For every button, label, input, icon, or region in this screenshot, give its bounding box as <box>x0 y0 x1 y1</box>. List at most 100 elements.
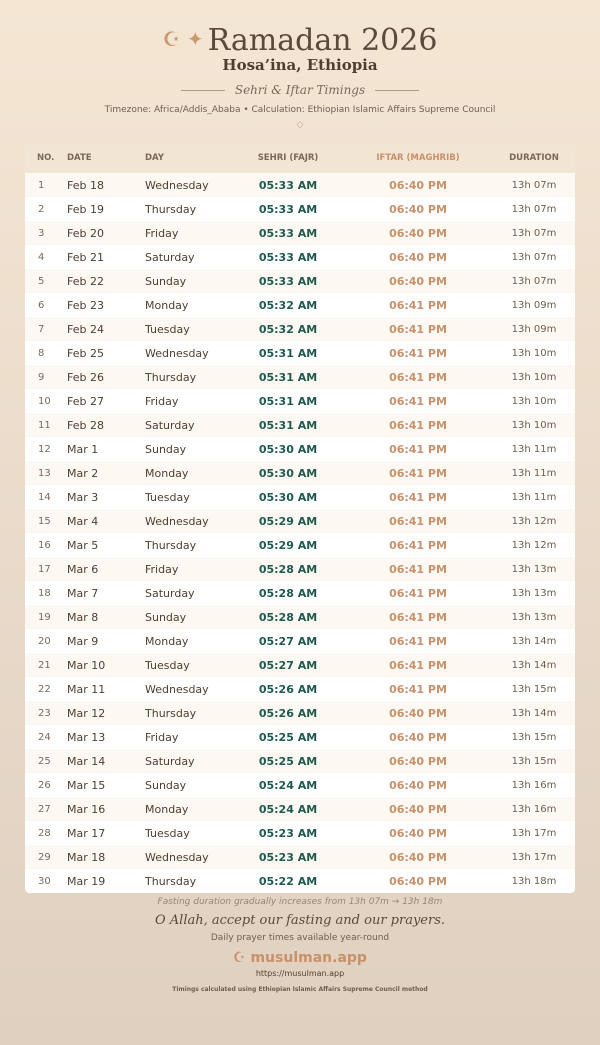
row-number: 29 <box>38 851 51 863</box>
row-number: 9 <box>38 371 45 383</box>
city-name: Hosa’ina, Ethiopia <box>222 56 378 74</box>
sehri-time: 05:29 AM <box>258 538 318 552</box>
fast-duration: 13h 13m <box>511 563 557 575</box>
row-date: Feb 21 <box>67 250 104 264</box>
row-number: 6 <box>38 299 45 311</box>
iftar-time: 06:41 PM <box>389 370 447 384</box>
row-day: Wednesday <box>145 682 209 696</box>
iftar-time: 06:41 PM <box>389 346 447 360</box>
sehri-time: 05:30 AM <box>258 466 318 480</box>
row-date: Mar 8 <box>67 610 99 624</box>
col-no: NO. <box>37 153 55 163</box>
fast-duration: 13h 07m <box>511 251 557 263</box>
fast-duration: 13h 14m <box>511 707 557 719</box>
table-row: 26 Mar 15 Sunday 05:24 AM 06:40 PM 13h 16m <box>25 773 575 797</box>
fast-duration: 13h 11m <box>511 467 557 479</box>
iftar-time: 06:41 PM <box>389 658 447 672</box>
row-date: Mar 1 <box>67 442 99 456</box>
iftar-time: 06:41 PM <box>389 586 447 600</box>
sehri-time: 05:22 AM <box>258 874 318 888</box>
sehri-time: 05:27 AM <box>258 658 318 672</box>
row-date: Mar 10 <box>67 658 106 672</box>
table-row: 7 Feb 24 Tuesday 05:32 AM 06:41 PM 13h 09m <box>25 317 575 341</box>
row-day: Saturday <box>145 418 195 432</box>
iftar-time: 06:40 PM <box>389 778 447 792</box>
fast-duration: 13h 07m <box>511 227 557 239</box>
row-day: Sunday <box>145 274 187 288</box>
iftar-time: 06:41 PM <box>389 514 447 528</box>
row-number: 7 <box>38 323 45 335</box>
fast-duration: 13h 07m <box>511 203 557 215</box>
iftar-time: 06:40 PM <box>389 274 447 288</box>
row-day: Sunday <box>145 610 187 624</box>
table-row: 16 Mar 5 Thursday 05:29 AM 06:41 PM 13h 12m <box>25 533 575 557</box>
row-day: Thursday <box>145 874 197 888</box>
table-row: 2 Feb 19 Thursday 05:33 AM 06:40 PM 13h 07m <box>25 197 575 221</box>
brand-logo: ☪ musulman.app <box>233 950 367 966</box>
row-date: Feb 27 <box>67 394 104 408</box>
row-day: Tuesday <box>145 322 190 336</box>
row-date: Mar 12 <box>67 706 106 720</box>
row-number: 10 <box>38 395 51 407</box>
sehri-time: 05:33 AM <box>258 250 318 264</box>
website-link[interactable]: https://musulman.app <box>255 969 345 978</box>
row-date: Mar 4 <box>67 514 99 528</box>
table-row: 17 Mar 6 Friday 05:28 AM 06:41 PM 13h 13m <box>25 557 575 581</box>
row-date: Feb 18 <box>67 178 104 192</box>
table-row: 18 Mar 7 Saturday 05:28 AM 06:41 PM 13h 13m <box>25 581 575 605</box>
row-number: 23 <box>38 707 51 719</box>
fast-duration: 13h 17m <box>511 827 557 839</box>
row-day: Wednesday <box>145 178 209 192</box>
table-row: 9 Feb 26 Thursday 05:31 AM 06:41 PM 13h 10m <box>25 365 575 389</box>
row-number: 26 <box>38 779 51 791</box>
table-row: 24 Mar 13 Friday 05:25 AM 06:40 PM 13h 15m <box>25 725 575 749</box>
iftar-time: 06:41 PM <box>389 298 447 312</box>
sehri-time: 05:23 AM <box>258 826 318 840</box>
table-row: 10 Feb 27 Friday 05:31 AM 06:41 PM 13h 10m <box>25 389 575 413</box>
fast-duration: 13h 11m <box>511 491 557 503</box>
sehri-time: 05:28 AM <box>258 610 318 624</box>
availability-text: Daily prayer times available year-round <box>210 933 390 943</box>
fast-duration: 13h 15m <box>511 683 557 695</box>
table-row: 1 Feb 18 Wednesday 05:33 AM 06:40 PM 13h 07m <box>25 173 575 197</box>
iftar-time: 06:41 PM <box>389 538 447 552</box>
row-number: 17 <box>38 563 51 575</box>
row-date: Mar 13 <box>67 730 106 744</box>
iftar-time: 06:40 PM <box>389 202 447 216</box>
table-row: 5 Feb 22 Sunday 05:33 AM 06:40 PM 13h 07m <box>25 269 575 293</box>
iftar-time: 06:41 PM <box>389 562 447 576</box>
col-sehri: SEHRI (FAJR) <box>257 153 319 163</box>
subtitle-text: Sehri & Iftar Timings <box>234 83 366 97</box>
fast-duration: 13h 07m <box>511 179 557 191</box>
fast-duration: 13h 15m <box>511 731 557 743</box>
row-day: Tuesday <box>145 490 190 504</box>
row-number: 30 <box>38 875 51 887</box>
row-number: 22 <box>38 683 51 695</box>
row-number: 28 <box>38 827 51 839</box>
iftar-time: 06:40 PM <box>389 730 447 744</box>
row-number: 25 <box>38 755 51 767</box>
fast-duration: 13h 13m <box>511 611 557 623</box>
fast-duration: 13h 09m <box>511 299 557 311</box>
iftar-time: 06:40 PM <box>389 754 447 768</box>
row-number: 16 <box>38 539 51 551</box>
table-row: 15 Mar 4 Wednesday 05:29 AM 06:41 PM 13h 12m <box>25 509 575 533</box>
fast-duration: 13h 11m <box>511 443 557 455</box>
row-number: 11 <box>38 419 51 431</box>
row-day: Wednesday <box>145 514 209 528</box>
table-row: 23 Mar 12 Thursday 05:26 AM 06:40 PM 13h 14m <box>25 701 575 725</box>
timings-table: NO. DATE DAY SEHRI (FAJR) IFTAR (MAGHRIB… <box>25 143 575 893</box>
table-header: NO. DATE DAY SEHRI (FAJR) IFTAR (MAGHRIB… <box>25 143 575 173</box>
title-text: Ramadan 2026 <box>207 23 438 58</box>
fast-duration: 13h 17m <box>511 851 557 863</box>
subtitle: Sehri & Iftar Timings <box>0 82 600 98</box>
row-number: 21 <box>38 659 51 671</box>
crescent-star-icon: ☪ ✦ <box>162 27 204 51</box>
row-number: 19 <box>38 611 51 623</box>
sehri-time: 05:30 AM <box>258 442 318 456</box>
row-date: Mar 16 <box>67 802 106 816</box>
sehri-time: 05:32 AM <box>258 322 318 336</box>
sehri-time: 05:24 AM <box>258 778 318 792</box>
row-date: Mar 5 <box>67 538 99 552</box>
sehri-time: 05:25 AM <box>258 754 318 768</box>
